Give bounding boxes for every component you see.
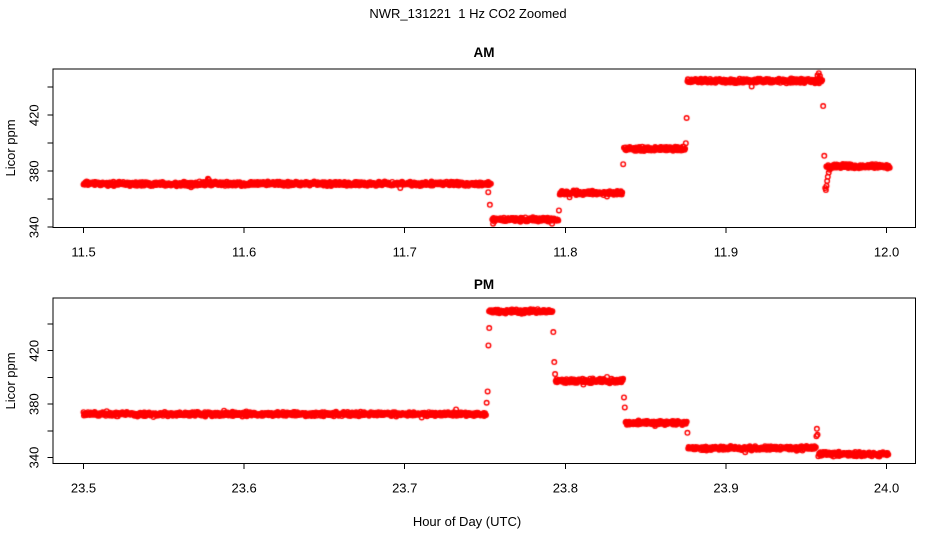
- pm-y-tick-label: 420: [27, 340, 42, 362]
- am-y-tick-label: 420: [27, 104, 42, 126]
- am-y-tick-label: 340: [27, 216, 42, 238]
- am-plot-box: [52, 68, 916, 228]
- am-x-tick-label: 11.5: [71, 245, 95, 260]
- pm-x-tick-label: 23.9: [713, 481, 738, 496]
- pm-y-tick-label: 380: [27, 393, 42, 415]
- am-x-tick-label: 11.8: [553, 245, 577, 260]
- am-x-axis: 11.5 11.6 11.7 11.8 11.9 12.0: [71, 227, 899, 260]
- pm-x-tick-label: 23.5: [71, 481, 96, 496]
- am-panel-title: AM: [474, 45, 495, 60]
- figure-title: NWR_131221 1 Hz CO2 Zoomed: [369, 6, 566, 21]
- pm-y-tick-label: 340: [27, 447, 42, 469]
- am-x-tick-label: 11.7: [393, 245, 417, 260]
- pm-panel-title: PM: [474, 277, 494, 292]
- am-y-tick-label: 380: [27, 160, 42, 182]
- pm-y-axis: 340 380 420: [27, 323, 53, 469]
- pm-x-tick-label: 23.8: [553, 481, 578, 496]
- pm-x-tick-label: 23.6: [231, 481, 256, 496]
- x-axis-label: Hour of Day (UTC): [413, 514, 521, 529]
- pm-x-axis: 23.5 23.6 23.7 23.8 23.9 24.0: [71, 463, 899, 496]
- pm-x-tick-label: 24.0: [874, 481, 899, 496]
- pm-x-tick-label: 23.7: [392, 481, 417, 496]
- am-x-tick-label: 11.9: [714, 245, 738, 260]
- am-x-tick-label: 11.6: [232, 245, 256, 260]
- pm-plot-box: [52, 297, 916, 464]
- pm-y-axis-label: Licor ppm: [3, 352, 18, 409]
- am-y-axis: 340 380 420: [27, 86, 53, 238]
- am-x-tick-label: 12.0: [874, 245, 899, 260]
- am-y-axis-label: Licor ppm: [3, 119, 18, 176]
